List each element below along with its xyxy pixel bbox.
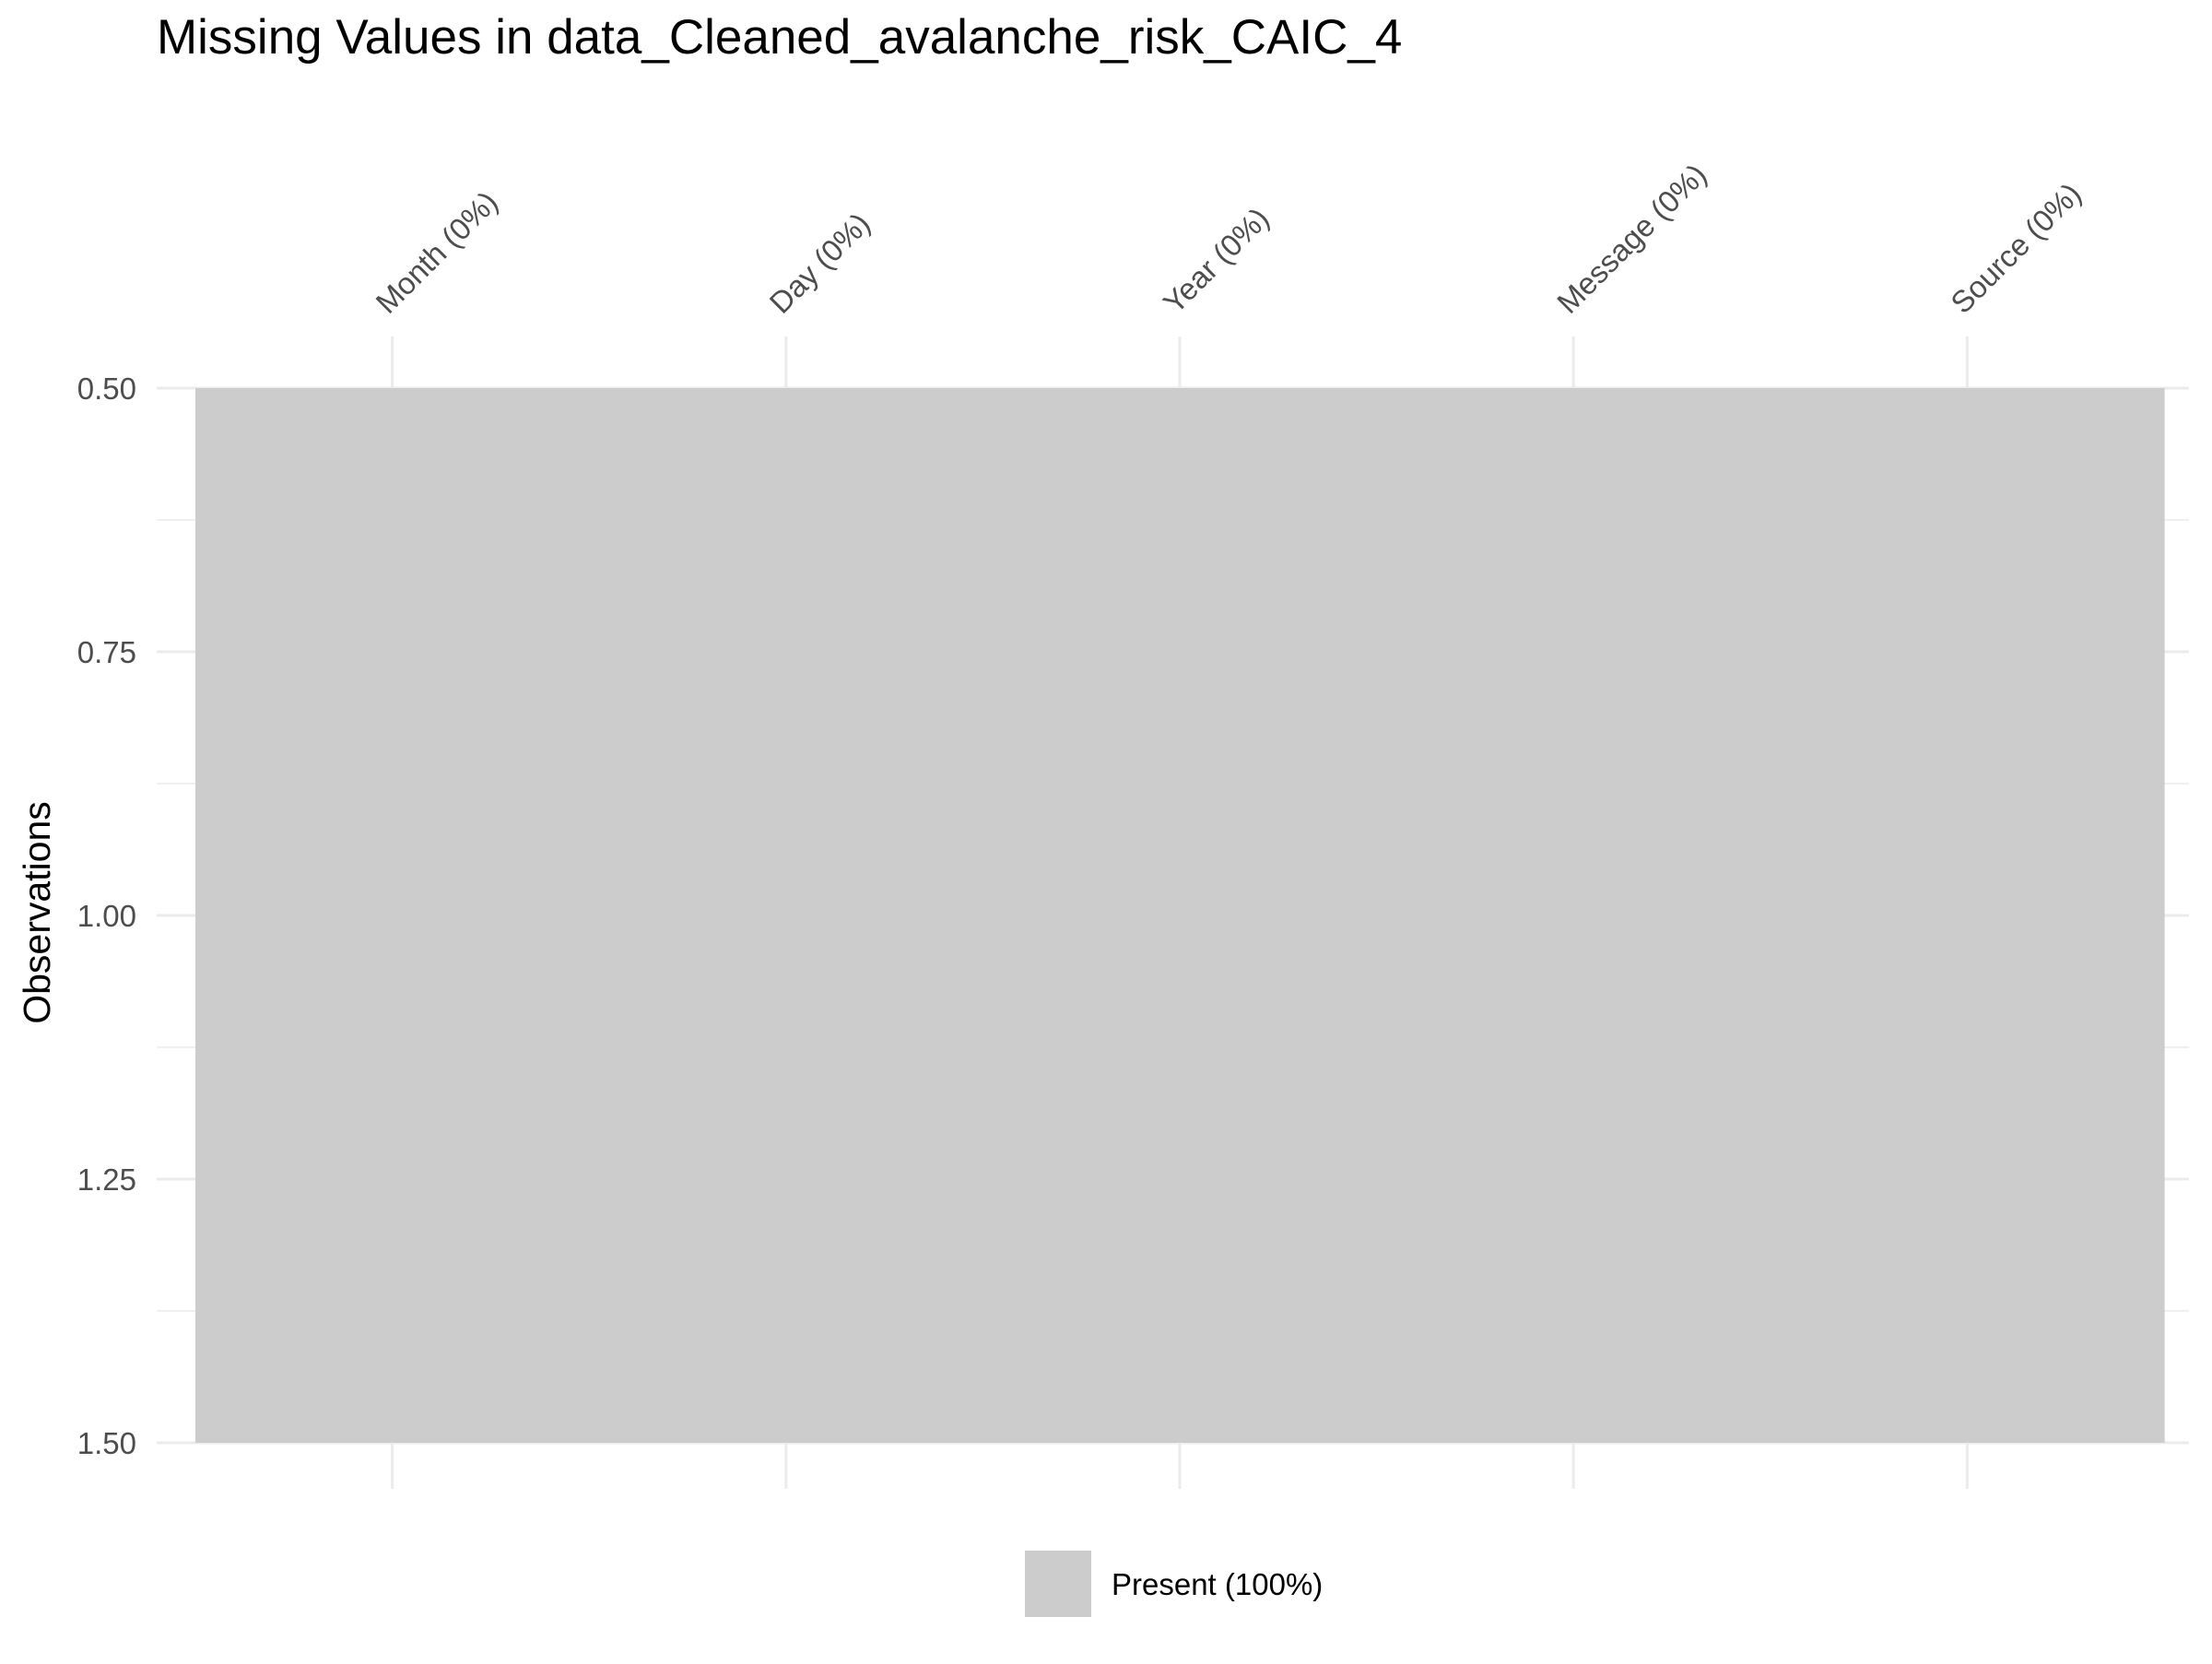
tile-present: [589, 388, 983, 1443]
x-tick-label: Month (0%): [369, 184, 504, 320]
y-tick-label: 1.00: [77, 899, 136, 933]
tile-present: [982, 388, 1378, 1443]
chart-title: Missing Values in data_Cleaned_avalanche…: [157, 10, 1402, 65]
y-tick-label: 0.75: [77, 635, 136, 669]
x-tick-label: Day (0%): [763, 207, 877, 320]
legend-swatch: [1025, 1551, 1091, 1617]
tile-present: [195, 388, 590, 1443]
x-tick-label: Message (0%): [1550, 157, 1713, 320]
y-tick-label: 0.50: [77, 372, 136, 406]
y-tick-label: 1.25: [77, 1162, 136, 1197]
cell-layer: [195, 388, 2165, 1443]
tile-present: [1376, 388, 1771, 1443]
legend: Present (100%): [1025, 1551, 1323, 1617]
x-tick-label: Year (0%): [1157, 201, 1276, 320]
x-tick-label: Source (0%): [1944, 176, 2088, 320]
y-axis-title: Observations: [16, 801, 58, 1024]
tile-present: [1770, 388, 2165, 1443]
y-tick-label: 1.50: [77, 1426, 136, 1460]
legend-label: Present (100%): [1112, 1567, 1323, 1601]
